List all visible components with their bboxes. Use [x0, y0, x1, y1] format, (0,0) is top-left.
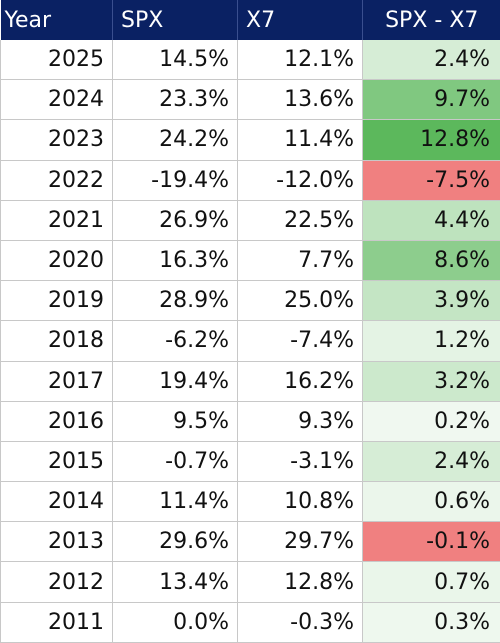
cell-year: 2022 [0, 160, 113, 201]
cell-x7: 12.1% [237, 40, 363, 81]
cell-diff: -7.5% [362, 160, 500, 201]
cell-year: 2014 [0, 481, 113, 523]
header-spx: SPX [112, 0, 238, 40]
table-row: 2016 9.5% 9.3% 0.2% [0, 401, 500, 442]
table-row: 2017 19.4% 16.2% 3.2% [0, 361, 500, 402]
cell-year: 2025 [0, 40, 113, 81]
header-row: Year SPX X7 SPX - X7 [0, 0, 500, 40]
cell-spx: 13.4% [112, 561, 238, 603]
cell-x7: 10.8% [237, 481, 363, 523]
cell-diff: 4.4% [362, 200, 500, 241]
table-row: 2011 0.0% -0.3% 0.3% [0, 602, 500, 643]
cell-spx: -19.4% [112, 160, 238, 201]
table-row: 2014 11.4% 10.8% 0.6% [0, 481, 500, 523]
cell-diff: 9.7% [362, 79, 500, 121]
cell-diff: 0.7% [362, 561, 500, 603]
cell-year: 2023 [0, 119, 113, 161]
cell-diff: 3.9% [362, 280, 500, 322]
table-row: 2012 13.4% 12.8% 0.7% [0, 561, 500, 603]
cell-year: 2017 [0, 361, 113, 402]
cell-x7: 9.3% [237, 401, 363, 442]
table-row: 2015 -0.7% -3.1% 2.4% [0, 441, 500, 483]
cell-x7: 16.2% [237, 361, 363, 402]
table-header: Year SPX X7 SPX - X7 [0, 0, 500, 40]
cell-year: 2016 [0, 401, 113, 442]
cell-diff: 3.2% [362, 361, 500, 402]
cell-x7: 7.7% [237, 240, 363, 282]
table-row: 2021 26.9% 22.5% 4.4% [0, 200, 500, 241]
cell-x7: 29.7% [237, 521, 363, 563]
cell-x7: 13.6% [237, 79, 363, 121]
cell-spx: 9.5% [112, 401, 238, 442]
cell-x7: 12.8% [237, 561, 363, 603]
cell-x7: -7.4% [237, 320, 363, 362]
table-row: 2020 16.3% 7.7% 8.6% [0, 240, 500, 282]
cell-spx: -0.7% [112, 441, 238, 483]
cell-year: 2011 [0, 602, 113, 643]
cell-spx: 11.4% [112, 481, 238, 523]
cell-x7: -12.0% [237, 160, 363, 201]
cell-diff: 2.4% [362, 441, 500, 483]
cell-x7: 22.5% [237, 200, 363, 241]
cell-year: 2012 [0, 561, 113, 603]
cell-diff: 0.3% [362, 602, 500, 643]
cell-year: 2020 [0, 240, 113, 282]
table-row: 2024 23.3% 13.6% 9.7% [0, 79, 500, 121]
cell-diff: 8.6% [362, 240, 500, 282]
cell-diff: 2.4% [362, 40, 500, 81]
cell-spx: 29.6% [112, 521, 238, 563]
cell-spx: 16.3% [112, 240, 238, 282]
cell-spx: 28.9% [112, 280, 238, 322]
cell-spx: 14.5% [112, 40, 238, 81]
cell-spx: 26.9% [112, 200, 238, 241]
table-body: 2025 14.5% 12.1% 2.4% 2024 23.3% 13.6% 9.7% 2023… [0, 40, 500, 643]
cell-x7: -3.1% [237, 441, 363, 483]
cell-year: 2018 [0, 320, 113, 362]
cell-diff: 1.2% [362, 320, 500, 362]
cell-spx: 23.3% [112, 79, 238, 121]
table-row: 2023 24.2% 11.4% 12.8% [0, 119, 500, 161]
cell-year: 2021 [0, 200, 113, 241]
cell-year: 2015 [0, 441, 113, 483]
cell-year: 2019 [0, 280, 113, 322]
table-row: 2025 14.5% 12.1% 2.4% [0, 40, 500, 81]
cell-year: 2013 [0, 521, 113, 563]
cell-spx: 0.0% [112, 602, 238, 643]
header-year: Year [0, 0, 113, 40]
cell-diff: 0.2% [362, 401, 500, 442]
table-row: 2013 29.6% 29.7% -0.1% [0, 521, 500, 563]
header-diff: SPX - X7 [362, 0, 500, 40]
table-row: 2022 -19.4% -12.0% -7.5% [0, 160, 500, 201]
cell-diff: 12.8% [362, 119, 500, 161]
cell-x7: 25.0% [237, 280, 363, 322]
cell-x7: -0.3% [237, 602, 363, 643]
cell-x7: 11.4% [237, 119, 363, 161]
cell-diff: -0.1% [362, 521, 500, 563]
header-x7: X7 [237, 0, 363, 40]
table-row: 2019 28.9% 25.0% 3.9% [0, 280, 500, 322]
cell-spx: 24.2% [112, 119, 238, 161]
table-row: 2018 -6.2% -7.4% 1.2% [0, 320, 500, 362]
cell-year: 2024 [0, 79, 113, 121]
cell-diff: 0.6% [362, 481, 500, 523]
cell-spx: 19.4% [112, 361, 238, 402]
cell-spx: -6.2% [112, 320, 238, 362]
